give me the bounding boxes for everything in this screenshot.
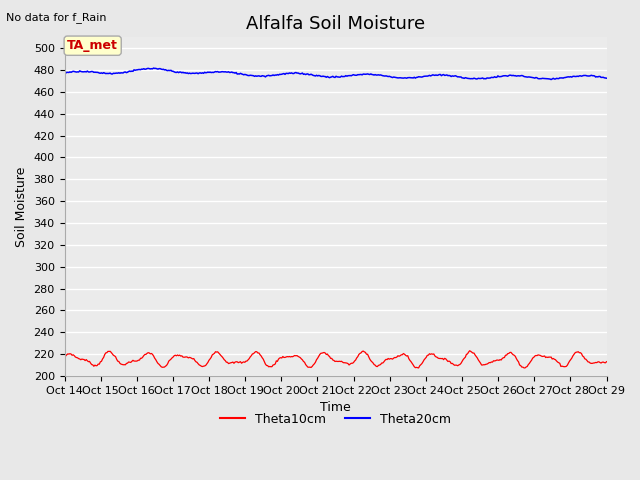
- Legend: Theta10cm, Theta20cm: Theta10cm, Theta20cm: [215, 408, 456, 431]
- Text: TA_met: TA_met: [67, 39, 118, 52]
- X-axis label: Time: Time: [320, 401, 351, 414]
- Title: Alfalfa Soil Moisture: Alfalfa Soil Moisture: [246, 15, 425, 33]
- Text: No data for f_Rain: No data for f_Rain: [6, 12, 107, 23]
- Y-axis label: Soil Moisture: Soil Moisture: [15, 167, 28, 247]
